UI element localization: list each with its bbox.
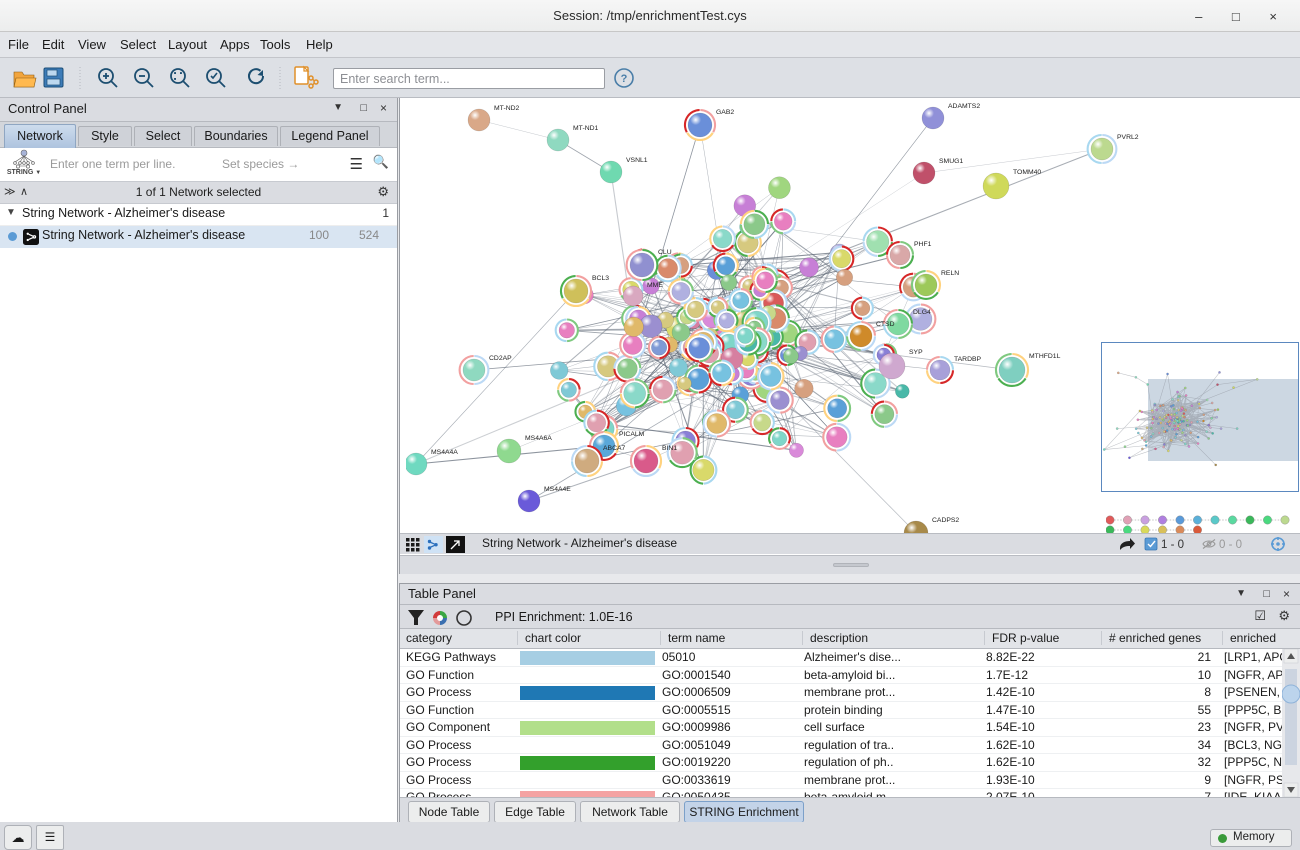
svg-text:MS4A4A: MS4A4A — [431, 449, 458, 456]
svg-text:SMUG1: SMUG1 — [939, 158, 963, 165]
svg-text:1 - 0: 1 - 0 — [1161, 539, 1184, 551]
svg-text:TARDBP: TARDBP — [954, 356, 982, 363]
svg-text:GAB2: GAB2 — [716, 109, 734, 116]
svg-text:VSNL1: VSNL1 — [626, 157, 648, 164]
svg-text:SYP: SYP — [909, 349, 923, 356]
svg-text:CADPS2: CADPS2 — [932, 517, 959, 524]
svg-text:?: ? — [621, 73, 628, 85]
svg-text:CD2AP: CD2AP — [489, 355, 512, 362]
svg-text:DLG4: DLG4 — [913, 309, 931, 316]
svg-text:CTSD: CTSD — [876, 321, 895, 328]
svg-text:ADAMTS2: ADAMTS2 — [948, 103, 980, 110]
svg-text:0 - 0: 0 - 0 — [1219, 539, 1242, 551]
svg-text:BCL3: BCL3 — [592, 275, 609, 282]
svg-text:ABCA7: ABCA7 — [603, 445, 626, 452]
svg-text:MS4A6A: MS4A6A — [525, 435, 552, 442]
svg-text:MS4A4E: MS4A4E — [544, 486, 571, 493]
svg-text:PHF1: PHF1 — [914, 241, 932, 248]
svg-text:BIN1: BIN1 — [662, 445, 677, 452]
svg-text:RELN: RELN — [941, 270, 959, 277]
svg-text:MTHFD1L: MTHFD1L — [1029, 353, 1061, 360]
svg-text:CLU: CLU — [658, 249, 672, 256]
svg-text:PVRL2: PVRL2 — [1117, 134, 1139, 141]
svg-text:MT-ND1: MT-ND1 — [573, 125, 599, 132]
svg-text:MT-ND2: MT-ND2 — [494, 105, 520, 112]
svg-text:MME: MME — [647, 282, 663, 289]
svg-text:TOMM40: TOMM40 — [1013, 169, 1041, 176]
svg-text:PICALM: PICALM — [619, 431, 645, 438]
